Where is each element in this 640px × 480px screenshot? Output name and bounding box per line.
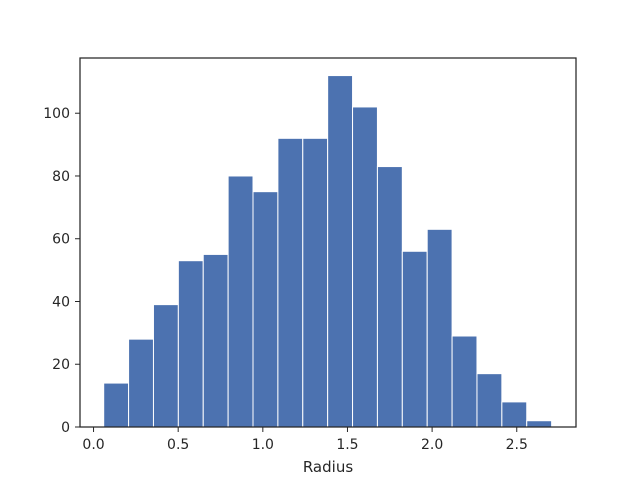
histogram-bar: [128, 338, 154, 428]
histogram-bar: [352, 106, 378, 428]
histogram-bar: [476, 373, 503, 428]
x-axis-ticks: 0.0 0.5 1.0 1.5 2.0 2.5: [82, 427, 528, 453]
histogram-bar: [501, 401, 528, 428]
x-tick-label: 1.0: [252, 437, 274, 453]
histogram-bar: [252, 191, 279, 428]
x-tick-label: 2.0: [421, 437, 443, 453]
y-tick-label: 0: [61, 420, 70, 436]
y-axis-ticks: 0 20 40 60 80 100: [43, 106, 80, 436]
histogram-bar: [526, 420, 553, 428]
histogram-bar: [103, 382, 130, 428]
x-axis-label: Radius: [303, 458, 353, 476]
histogram-bar: [401, 250, 428, 428]
y-tick-label: 60: [52, 232, 70, 248]
y-tick-label: 20: [52, 357, 70, 373]
histogram-bar: [202, 253, 229, 428]
histogram-bar: [277, 137, 304, 428]
histogram-bar: [177, 260, 204, 428]
x-tick-label: 2.5: [506, 437, 528, 453]
bars-group: [103, 75, 553, 428]
y-tick-label: 40: [52, 294, 70, 310]
x-tick-label: 0.0: [82, 437, 104, 453]
y-tick-label: 100: [43, 106, 70, 122]
x-tick-label: 1.5: [336, 437, 358, 453]
histogram-bar: [451, 335, 478, 428]
histogram-bar: [327, 75, 354, 428]
histogram-bar: [302, 137, 329, 428]
y-tick-label: 80: [52, 169, 70, 185]
histogram-bar: [152, 304, 179, 428]
x-tick-label: 0.5: [167, 437, 189, 453]
histogram-bar: [376, 166, 403, 428]
axes-frame: [79, 57, 577, 428]
histogram-bar: [426, 228, 453, 428]
plot-area: 0.0 0.5 1.0 1.5 2.0 2.5 0 20 40 60 80 100: [43, 57, 577, 453]
histogram-bar: [227, 175, 254, 428]
